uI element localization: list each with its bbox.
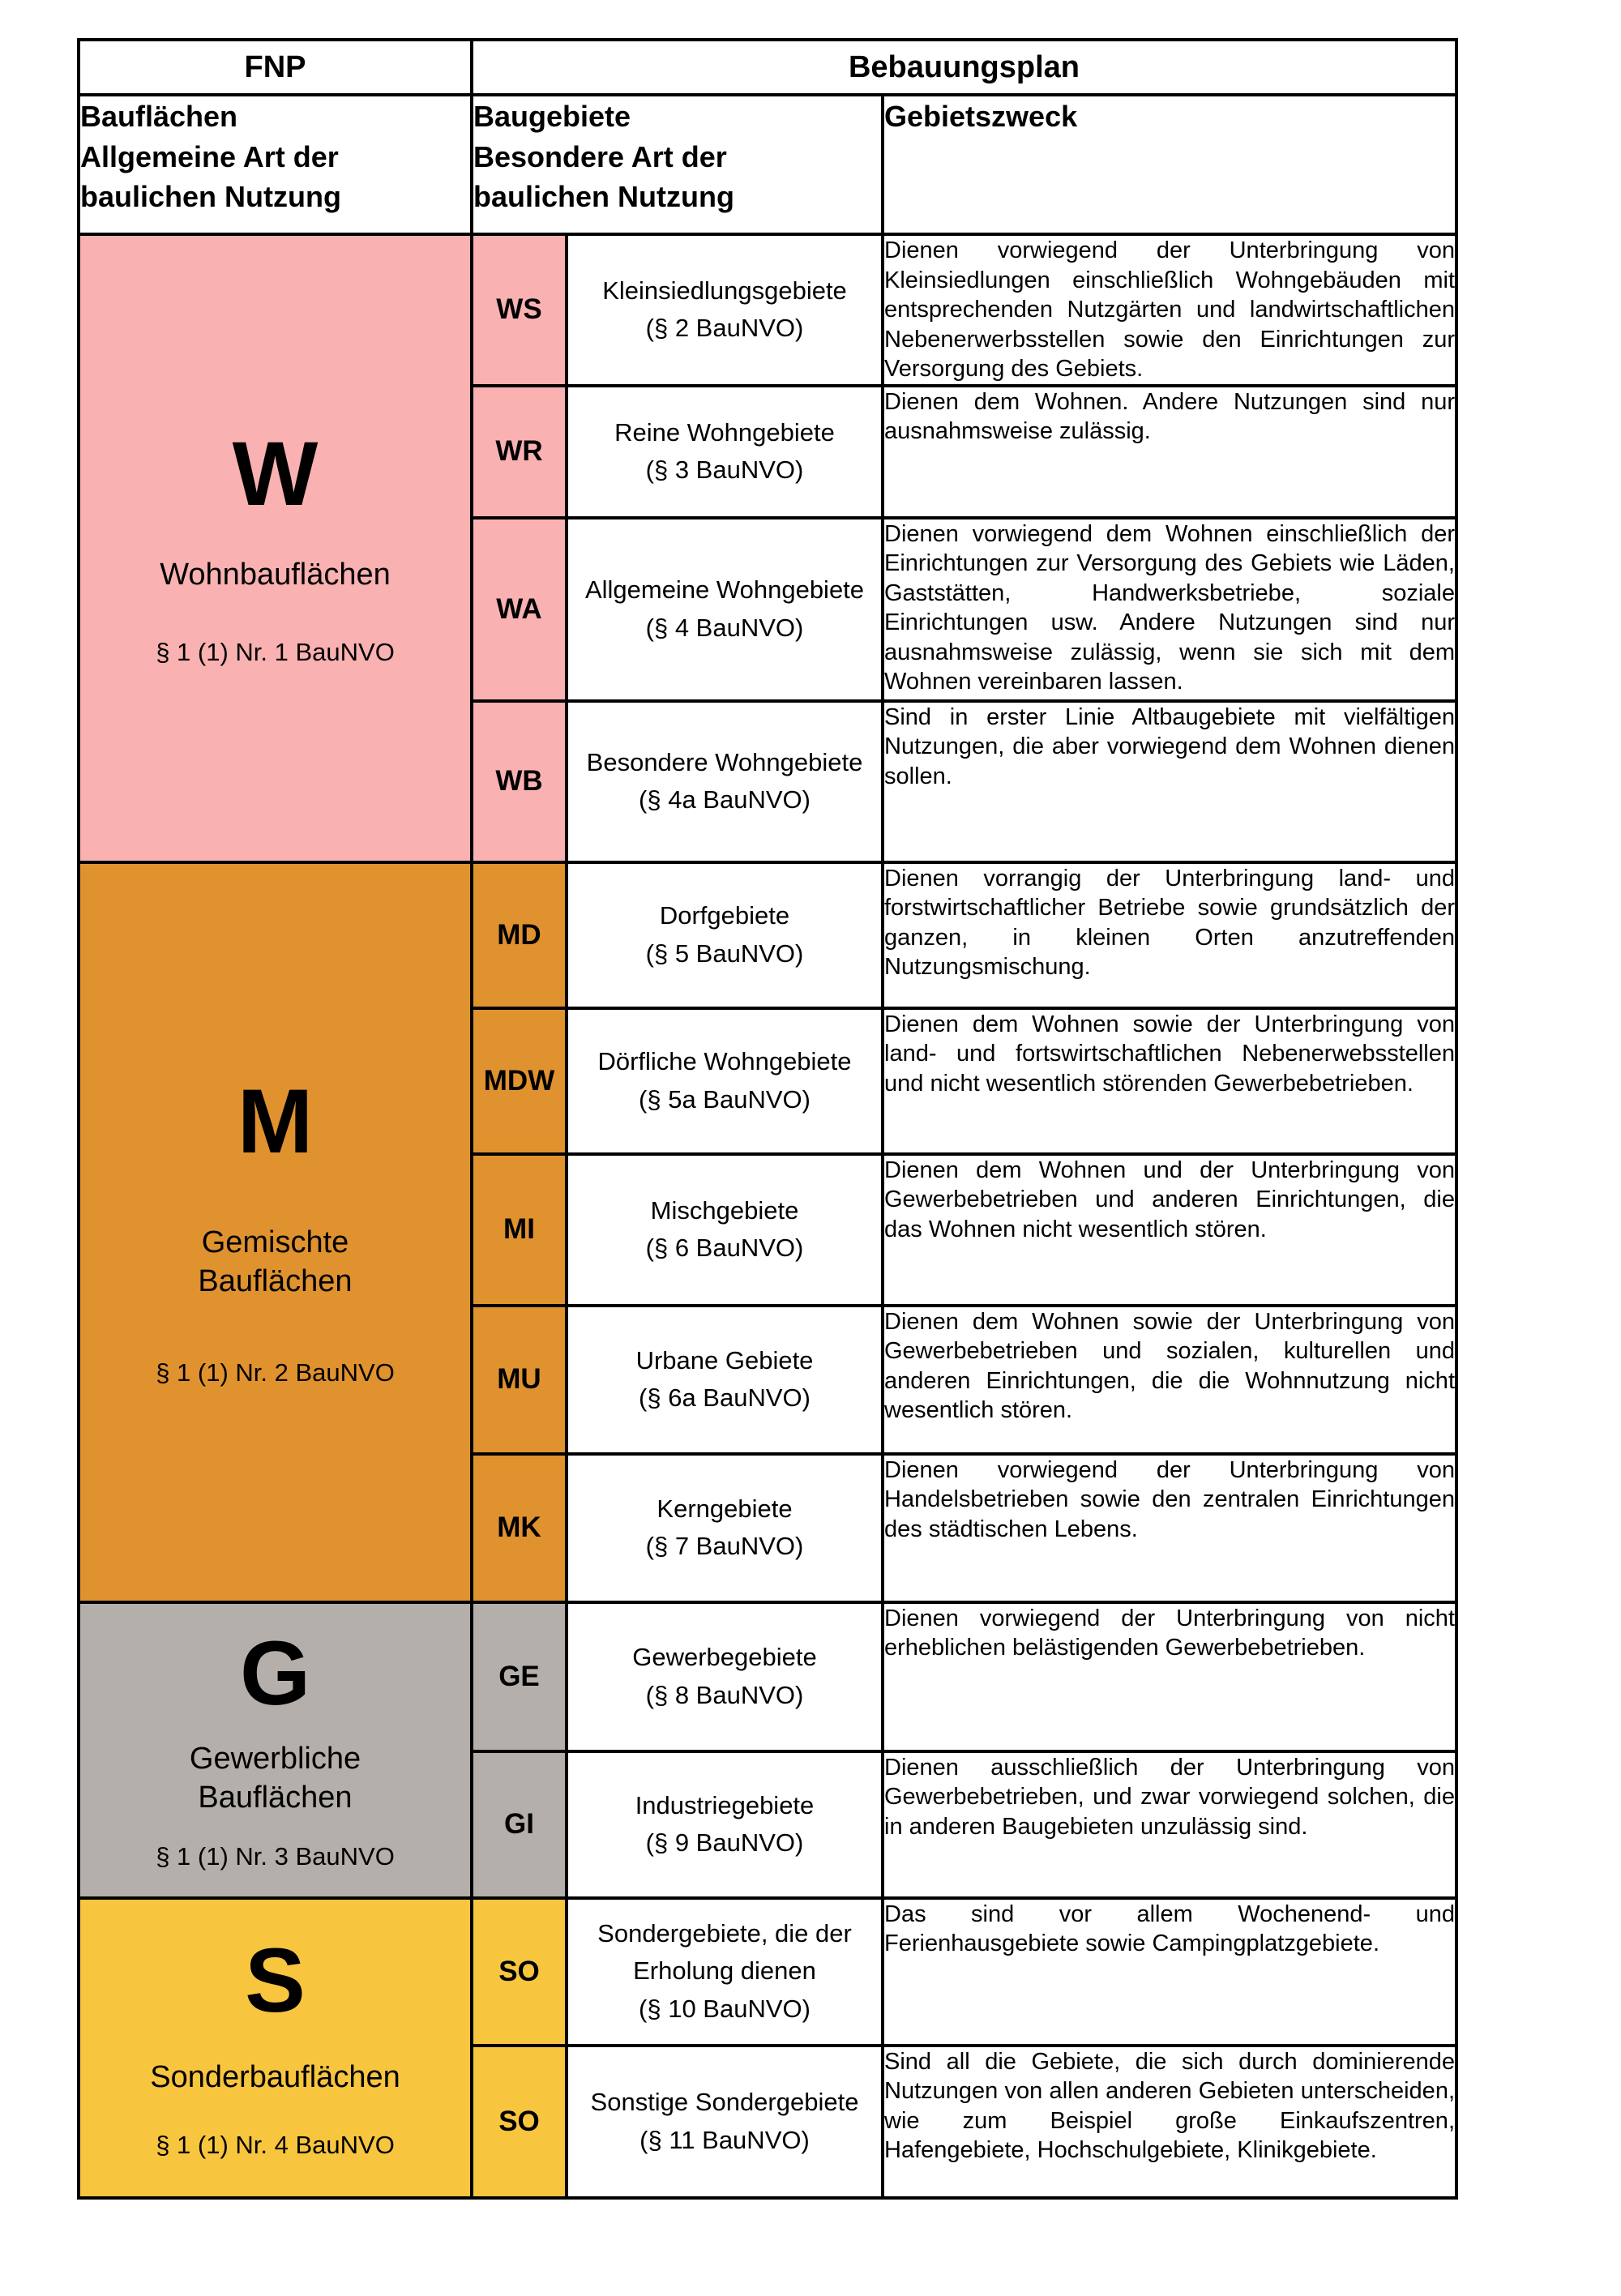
name-cell-gi: Industriegebiete (§ 9 BauNVO) [565, 1749, 884, 1900]
desc-cell-wb: Sind in erster Linie Altbaugebiete mit v… [881, 699, 1458, 864]
code-cell-wa: WA [470, 515, 568, 703]
code-cell-mu: MU [470, 1303, 568, 1456]
section-letter-s: S [245, 1930, 306, 2032]
section-ref-s: § 1 (1) Nr. 4 BauNVO [156, 2130, 395, 2159]
section-cell-g: G Gewerbliche Bauflächen § 1 (1) Nr. 3 B… [77, 1600, 473, 1900]
code-cell-md: MD [470, 860, 568, 1010]
section-label-w: Wohnbauflächen [160, 558, 391, 592]
name-cell-ge: Gewerbegebiete (§ 8 BauNVO) [565, 1600, 884, 1753]
desc-cell-so-erholung: Das sind vor allem Wochenend- und Ferien… [881, 1896, 1458, 2047]
code-cell-wb: WB [470, 699, 568, 864]
desc-cell-so-sonstige: Sind all die Gebiete, die sich durch dom… [881, 2043, 1458, 2200]
section-letter-m: M [237, 1071, 314, 1173]
name-cell-mk: Kerngebiete (§ 7 BauNVO) [565, 1452, 884, 1604]
section-label-g: Gewerbliche Bauflächen [189, 1742, 361, 1815]
code-cell-mdw: MDW [470, 1006, 568, 1156]
code-cell-mk: MK [470, 1452, 568, 1604]
name-cell-wr: Reine Wohngebiete (§ 3 BauNVO) [565, 383, 884, 519]
planning-table: FNP Bebauungsplan Bauflächen Allgemeine … [77, 38, 1458, 2200]
name-cell-ws: Kleinsiedlungsgebiete (§ 2 BauNVO) [565, 233, 884, 387]
desc-cell-wr: Dienen dem Wohnen. Andere Nutzungen sind… [881, 383, 1458, 519]
table-row-wb: WB Besondere Wohngebiete (§ 4a BauNVO) S… [79, 699, 1458, 864]
table-row-mk: MK Kerngebiete (§ 7 BauNVO) Dienen vorwi… [79, 1452, 1458, 1604]
section-ref-g: § 1 (1) Nr. 3 BauNVO [156, 1842, 395, 1871]
gebietszweck-column-header: Gebietszweck [881, 93, 1458, 236]
table-row-so-sonstige: SO Sonstige Sondergebiete (§ 11 BauNVO) … [79, 2043, 1458, 2200]
desc-cell-wa: Dienen vorwiegend dem Wohnen einschließl… [881, 515, 1458, 703]
name-cell-mu: Urbane Gebiete (§ 6a BauNVO) [565, 1303, 884, 1456]
name-cell-so-erholung: Sondergebiete, die der Erholung dienen (… [565, 1896, 884, 2047]
desc-cell-mdw: Dienen dem Wohnen sowie der Unterbringun… [881, 1006, 1458, 1156]
section-ref-w: § 1 (1) Nr. 1 BauNVO [156, 637, 395, 666]
code-cell-mi: MI [470, 1152, 568, 1307]
code-cell-ge: GE [470, 1600, 568, 1753]
header-row-1: FNP Bebauungsplan [77, 38, 1458, 96]
section-label-m: Gemischte Bauflächen [198, 1225, 353, 1298]
section-cell-s: S Sonderbauflächen § 1 (1) Nr. 4 BauNVO [77, 1896, 473, 2200]
desc-cell-mi: Dienen dem Wohnen und der Unterbringung … [881, 1152, 1458, 1307]
desc-cell-ws: Dienen vorwiegend der Unterbringung von … [881, 233, 1458, 387]
header-row-2: Bauflächen Allgemeine Art der baulichen … [77, 93, 1458, 236]
table-row-ge: G Gewerbliche Bauflächen § 1 (1) Nr. 3 B… [77, 1600, 1458, 1900]
table-row-wr: WR Reine Wohngebiete (§ 3 BauNVO) Dienen… [79, 383, 1458, 519]
section-label-s: Sonderbauflächen [150, 2060, 400, 2095]
name-cell-wb: Besondere Wohngebiete (§ 4a BauNVO) [565, 699, 884, 864]
desc-cell-gi: Dienen ausschließlich der Unterbringung … [881, 1749, 1458, 1900]
desc-cell-ge: Dienen vorwiegend der Unterbringung von … [881, 1600, 1458, 1753]
table-row-mdw: MDW Dörfliche Wohngebiete (§ 5a BauNVO) … [79, 1006, 1458, 1156]
name-cell-mdw: Dörfliche Wohngebiete (§ 5a BauNVO) [565, 1006, 884, 1156]
desc-cell-mk: Dienen vorwiegend der Unterbringung von … [881, 1452, 1458, 1604]
code-cell-wr: WR [470, 383, 568, 519]
section-cell-m: M Gemischte Bauflächen § 1 (1) Nr. 2 Bau… [77, 860, 473, 1604]
bebauungsplan-header-cell: Bebauungsplan [470, 38, 1458, 96]
name-cell-md: Dorfgebiete (§ 5 BauNVO) [565, 860, 884, 1010]
name-cell-wa: Allgemeine Wohngebiete (§ 4 BauNVO) [565, 515, 884, 703]
baugebiete-column-header: Baugebiete Besondere Art der baulichen N… [470, 93, 884, 236]
table-row-ws: W Wohnbauflächen § 1 (1) Nr. 1 BauNVO WS… [77, 233, 1458, 864]
table-row-md: M Gemischte Bauflächen § 1 (1) Nr. 2 Bau… [77, 860, 1458, 1604]
section-cell-w: W Wohnbauflächen § 1 (1) Nr. 1 BauNVO [77, 233, 473, 864]
desc-cell-mu: Dienen dem Wohnen sowie der Unterbringun… [881, 1303, 1458, 1456]
section-letter-g: G [239, 1623, 311, 1725]
code-cell-gi: GI [470, 1749, 568, 1900]
table-row-so-erholung: S Sonderbauflächen § 1 (1) Nr. 4 BauNVO … [77, 1896, 1458, 2200]
fnp-header-cell: FNP [77, 38, 473, 96]
name-cell-mi: Mischgebiete (§ 6 BauNVO) [565, 1152, 884, 1307]
table-row-mu: MU Urbane Gebiete (§ 6a BauNVO) Dienen d… [79, 1303, 1458, 1456]
code-cell-so-erholung: SO [470, 1896, 568, 2047]
code-cell-so-sonstige: SO [470, 2043, 568, 2200]
name-cell-so-sonstige: Sonstige Sondergebiete (§ 11 BauNVO) [565, 2043, 884, 2200]
section-ref-m: § 1 (1) Nr. 2 BauNVO [156, 1358, 395, 1387]
table-row-mi: MI Mischgebiete (§ 6 BauNVO) Dienen dem … [79, 1152, 1458, 1307]
section-letter-w: W [232, 423, 319, 525]
table-row-gi: GI Industriegebiete (§ 9 BauNVO) Dienen … [79, 1749, 1458, 1900]
desc-cell-md: Dienen vorrangig der Unterbringung land-… [881, 860, 1458, 1010]
code-cell-ws: WS [470, 233, 568, 387]
table-row-wa: WA Allgemeine Wohngebiete (§ 4 BauNVO) D… [79, 515, 1458, 703]
bauflaechen-column-header: Bauflächen Allgemeine Art der baulichen … [77, 93, 473, 236]
